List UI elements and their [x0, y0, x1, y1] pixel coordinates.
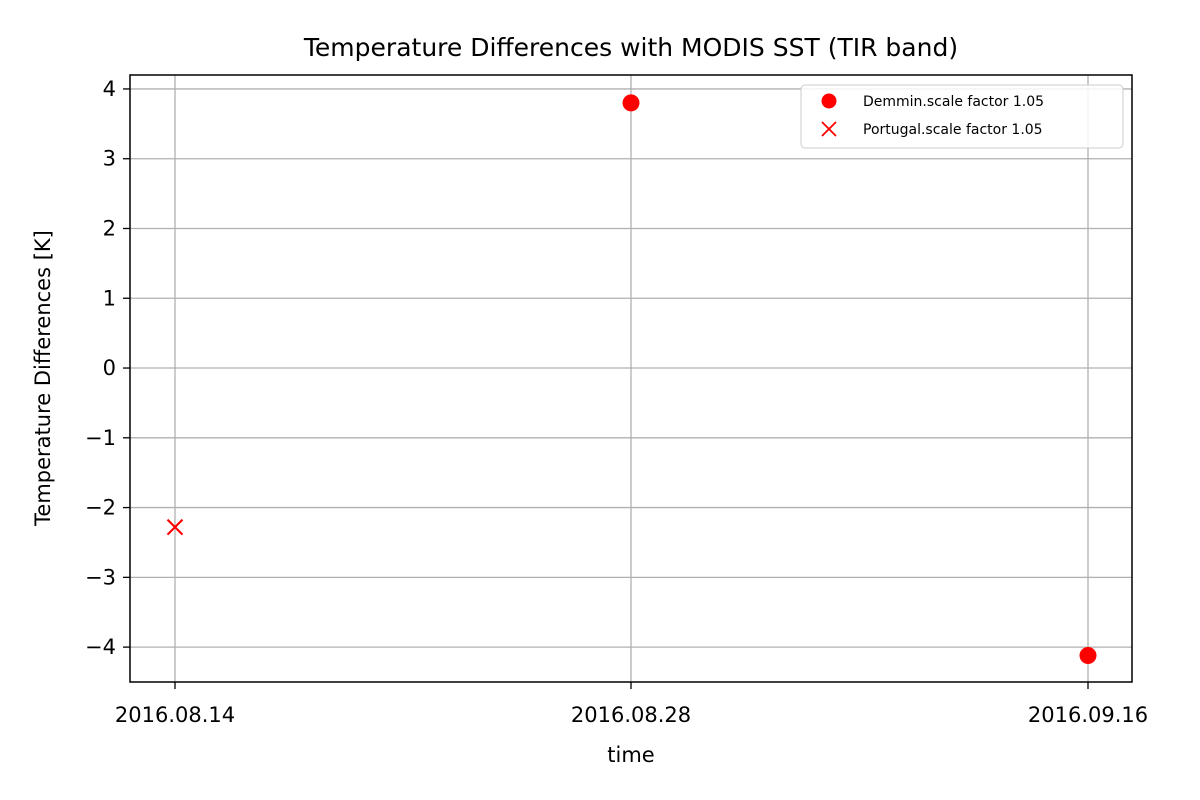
y-tick-label: 2 — [103, 216, 116, 240]
data-point-demmin — [622, 94, 640, 112]
y-tick-label: −2 — [85, 496, 116, 520]
y-tick-label: −1 — [85, 426, 116, 450]
y-axis-label: Temperature Differences [K] — [31, 230, 55, 527]
data-points — [166, 94, 1097, 664]
y-tick-label: −3 — [85, 565, 116, 589]
y-tick-label: 1 — [103, 286, 116, 310]
y-tick-label: 3 — [103, 147, 116, 171]
y-tick-label: 4 — [103, 77, 116, 101]
x-axis-label: time — [607, 743, 654, 767]
data-point-demmin — [1079, 646, 1097, 664]
data-point-portugal — [166, 518, 184, 536]
x-tick-label: 2016.08.28 — [571, 703, 691, 727]
legend-marker-portugal — [821, 121, 837, 137]
legend-box — [800, 84, 1124, 149]
y-tick-label: 0 — [103, 356, 116, 380]
axis-ticks: 2016.08.14 2016.08.28 2016.09.16 4 3 2 1 0 −1 −2 −… — [85, 77, 1148, 727]
x-tick-label: 2016.08.14 — [115, 703, 235, 727]
legend-label-demmin: Demmin.scale factor 1.05 — [863, 94, 1044, 110]
legend-marker-demmin — [821, 93, 837, 109]
chart-title: Temperature Differences with MODIS SST (… — [303, 33, 958, 62]
legend: Demmin.scale factor 1.05 Portugal.scale … — [800, 84, 1124, 149]
x-tick-label: 2016.09.16 — [1028, 703, 1148, 727]
legend-label-portugal: Portugal.scale factor 1.05 — [863, 122, 1043, 138]
grid-lines — [130, 75, 1132, 682]
y-tick-label: −4 — [85, 635, 116, 659]
